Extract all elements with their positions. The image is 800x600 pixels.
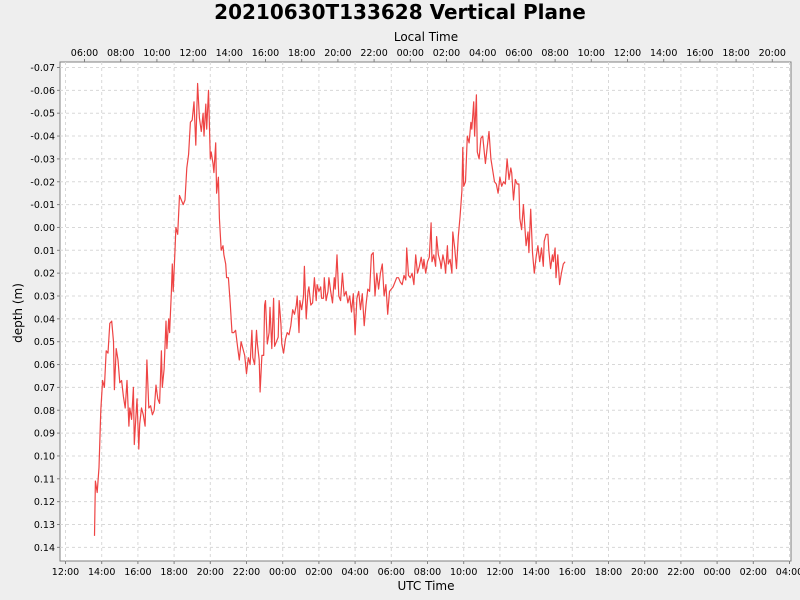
x-tick-label: 04:00 — [341, 567, 368, 578]
x-tick-label: 20:00 — [631, 567, 658, 578]
x2-tick-label: 20:00 — [324, 48, 351, 59]
x-tick-label: 10:00 — [450, 567, 477, 578]
x2-tick-label: 10:00 — [578, 48, 605, 59]
chart-title: 20210630T133628 Vertical Plane — [214, 0, 586, 24]
y-tick-label: -0.06 — [30, 86, 55, 97]
x-tick-label: 18:00 — [160, 567, 187, 578]
x-tick-label: 12:00 — [486, 567, 513, 578]
x2-tick-label: 08:00 — [107, 48, 134, 59]
depth-axis-label: depth (m) — [11, 283, 25, 343]
y-tick-label: -0.02 — [30, 177, 55, 188]
x-tick-label: 02:00 — [305, 567, 332, 578]
depth-series-line — [93, 82, 566, 536]
y-tick-label: 0.07 — [34, 383, 55, 394]
x-tick-label: 16:00 — [559, 567, 586, 578]
x2-tick-label: 16:00 — [252, 48, 279, 59]
x2-tick-label: 14:00 — [216, 48, 243, 59]
x-tick-label: 02:00 — [740, 567, 767, 578]
y-tick-label: -0.04 — [30, 132, 55, 143]
x2-tick-label: 06:00 — [71, 48, 98, 59]
y-tick-label: 0.13 — [34, 520, 55, 531]
y-tick-label: 0.04 — [34, 314, 55, 325]
x2-tick-label: 10:00 — [143, 48, 170, 59]
local-time-axis-label: Local Time — [394, 30, 458, 44]
y-tick-label: 0.10 — [34, 451, 55, 462]
y-tick-label: -0.03 — [30, 154, 55, 165]
depth-axis: -0.07 -0.06 -0.05 -0.04 -0.03 -0.02 -0.01 0.00 0… — [30, 63, 60, 554]
x2-tick-label: 12:00 — [179, 48, 206, 59]
x-tick-label: 14:00 — [522, 567, 549, 578]
x-tick-label: 12:00 — [52, 567, 79, 578]
x2-tick-label: 14:00 — [650, 48, 677, 59]
x2-tick-label: 18:00 — [288, 48, 315, 59]
y-tick-label: -0.01 — [30, 200, 55, 211]
y-tick-label: 0.11 — [34, 474, 55, 485]
y-tick-label: -0.05 — [30, 109, 55, 120]
x-tick-label: 04:00 — [776, 567, 800, 578]
x-tick-label: 22:00 — [233, 567, 260, 578]
x-tick-label: 22:00 — [667, 567, 694, 578]
y-tick-label: 0.00 — [34, 223, 55, 234]
grid-lines — [60, 62, 791, 561]
x-tick-label: 00:00 — [703, 567, 730, 578]
y-tick-label: 0.05 — [34, 337, 55, 348]
x-tick-label: 16:00 — [124, 567, 151, 578]
x-tick-label: 06:00 — [378, 567, 405, 578]
y-tick-label: 0.09 — [34, 429, 55, 440]
y-tick-label: 0.01 — [34, 246, 55, 257]
y-tick-label: 0.03 — [34, 292, 55, 303]
utc-time-axis: 12:00 14:00 16:00 18:00 20:00 22:00 00:00 02:00… — [52, 561, 800, 578]
x-tick-label: 00:00 — [269, 567, 296, 578]
x2-tick-label: 20:00 — [759, 48, 786, 59]
x2-tick-label: 02:00 — [433, 48, 460, 59]
y-tick-label: 0.02 — [34, 269, 55, 280]
x2-tick-label: 08:00 — [541, 48, 568, 59]
local-time-axis: 06:00 08:00 10:00 12:00 14:00 16:00 18:00 20:00… — [71, 48, 786, 62]
plot-area — [59, 61, 792, 562]
x2-tick-label: 18:00 — [722, 48, 749, 59]
x2-tick-label: 16:00 — [686, 48, 713, 59]
y-tick-label: -0.07 — [30, 63, 55, 74]
x2-tick-label: 06:00 — [505, 48, 532, 59]
x-tick-label: 18:00 — [595, 567, 622, 578]
y-tick-label: 0.08 — [34, 406, 55, 417]
y-tick-label: 0.06 — [34, 360, 55, 371]
y-tick-label: 0.14 — [34, 543, 55, 554]
x-tick-label: 20:00 — [197, 567, 224, 578]
x2-tick-label: 04:00 — [469, 48, 496, 59]
series-layer — [93, 82, 566, 536]
y-tick-label: 0.12 — [34, 497, 55, 508]
utc-time-axis-label: UTC Time — [398, 579, 455, 593]
x2-tick-label: 12:00 — [614, 48, 641, 59]
x-tick-label: 14:00 — [88, 567, 115, 578]
x2-tick-label: 22:00 — [360, 48, 387, 59]
x-tick-label: 08:00 — [414, 567, 441, 578]
x2-tick-label: 00:00 — [397, 48, 424, 59]
